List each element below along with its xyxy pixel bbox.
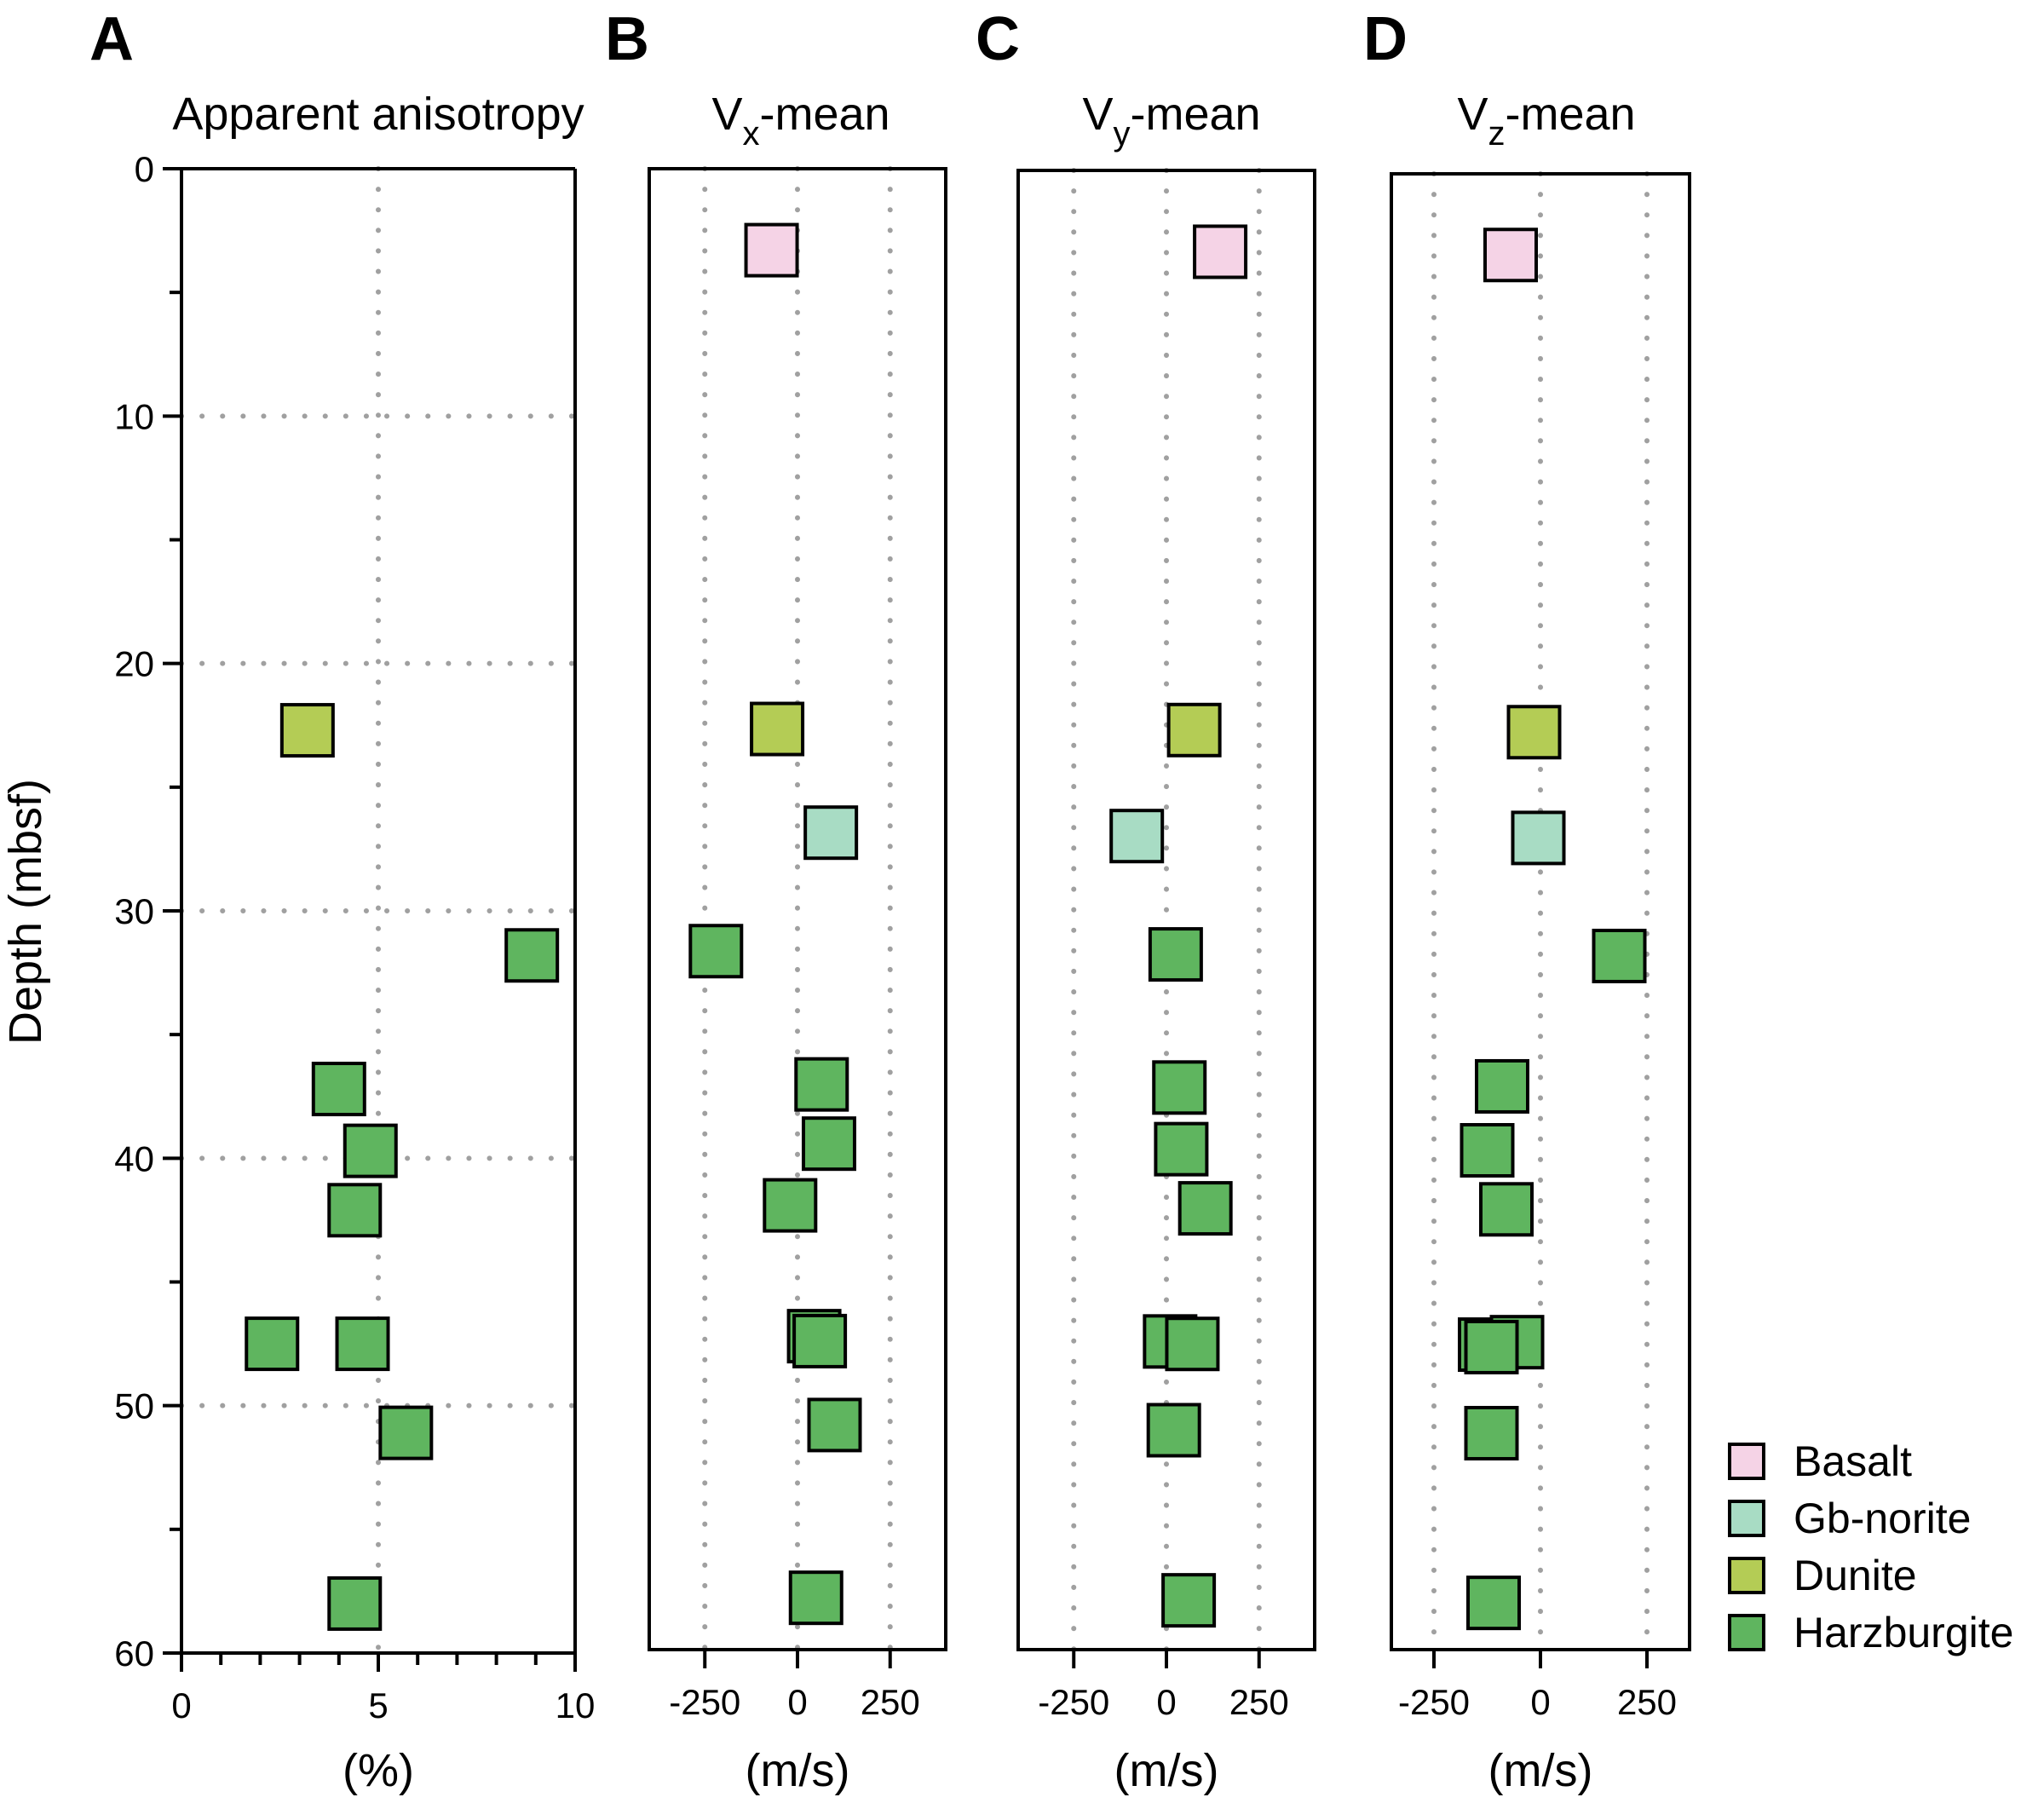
- text-layer: Depth (mbsf) 0 10 20 30 40 50 60 0 5 10 (%) A Appare…: [0, 5, 1677, 1796]
- panel-a-point-harzburgite: [311, 1062, 366, 1117]
- panel-a-title-main: Apparent anisotropy: [172, 89, 584, 140]
- panel-a-point-harzburgite: [504, 928, 560, 983]
- panel-d-point-harzburgite: [1592, 928, 1647, 983]
- y-tick-label: 50: [114, 1386, 154, 1426]
- panel-b-title: Vx-mean: [711, 89, 890, 153]
- panel-c-point-harzburgite: [1154, 1121, 1209, 1177]
- panel-d-point-harzburgite: [1475, 1058, 1529, 1114]
- panel-d-title-tail: -mean: [1505, 89, 1635, 140]
- panel-c-letter: C: [976, 5, 1020, 73]
- panel-c-title: Vy-mean: [1082, 89, 1260, 153]
- panel-b-x-tick-label: -250: [669, 1682, 740, 1722]
- panel-c-point-harzburgite: [1148, 927, 1203, 982]
- panel-a-point-harzburgite: [327, 1575, 383, 1631]
- panel-c-point-harzburgite: [1161, 1573, 1217, 1628]
- panel-b-point-harzburgite: [801, 1116, 856, 1172]
- panel-c-x-tick-label: 250: [1229, 1682, 1289, 1722]
- panel-b-title-tail: -mean: [759, 89, 890, 140]
- panel-b-title-main: V: [711, 89, 742, 140]
- panel-a-point-harzburgite: [245, 1316, 300, 1372]
- panel-a-point-harzburgite: [343, 1123, 398, 1178]
- legend-swatch-gb-norite: [1728, 1500, 1765, 1537]
- panel-a-title: Apparent anisotropy: [172, 89, 584, 140]
- panel-d-point-dunite: [1506, 705, 1562, 760]
- panel-d-title-subscript: z: [1488, 115, 1505, 153]
- panel-b-point-harzburgite: [788, 1570, 844, 1626]
- panel-d-letter: D: [1363, 5, 1408, 73]
- panel-a-x-unit-label: (%): [343, 1745, 414, 1796]
- panel-d-x-tick-label: 0: [1530, 1682, 1550, 1722]
- panel-a-point-harzburgite: [335, 1316, 390, 1372]
- legend: Basalt Gb-norite Dunite Harzburgite: [1728, 1437, 2013, 1656]
- panel-d-point-harzburgite: [1460, 1123, 1515, 1178]
- panel-a-x-tick-label: 10: [556, 1685, 596, 1725]
- legend-label-gb-norite: Gb-norite: [1794, 1495, 1971, 1542]
- panel-b-letter: B: [605, 5, 649, 73]
- panel-c-x-unit-label: (m/s): [1114, 1745, 1219, 1796]
- y-tick-label: 40: [114, 1138, 154, 1178]
- panel-a-letter: A: [89, 5, 134, 73]
- panel-b-point-harzburgite: [794, 1057, 849, 1112]
- panel-c-point-basalt: [1193, 224, 1248, 279]
- panel-b-x-unit-label: (m/s): [746, 1745, 850, 1796]
- panel-c-point-harzburgite: [1146, 1403, 1201, 1458]
- panel-c-x-tick-label: 0: [1156, 1682, 1176, 1722]
- panel-d-title-main: V: [1457, 89, 1488, 140]
- axes-layer: [163, 167, 1691, 1672]
- panel-a-point-harzburgite: [378, 1405, 434, 1460]
- panel-b-point-harzburgite: [688, 924, 744, 979]
- legend-label-harzburgite: Harzburgite: [1794, 1609, 2013, 1656]
- panel-d-x-unit-label: (m/s): [1488, 1745, 1593, 1796]
- panel-c-x-tick-label: -250: [1038, 1682, 1109, 1722]
- legend-swatch-basalt: [1728, 1443, 1765, 1480]
- panel-d-point-harzburgite: [1479, 1182, 1534, 1237]
- panel-c-title-subscript: y: [1113, 115, 1130, 153]
- panel-d-point-harzburgite: [1466, 1575, 1521, 1631]
- panel-c-point-dunite: [1166, 702, 1222, 757]
- panel-b-point-dunite: [750, 701, 805, 757]
- y-tick-label: 60: [114, 1633, 154, 1673]
- panel-d-x-tick-label: -250: [1398, 1682, 1470, 1722]
- panel-d-x-tick-label: 250: [1617, 1682, 1677, 1722]
- panel-d-point-basalt: [1483, 228, 1538, 283]
- panel-c-point-harzburgite: [1177, 1181, 1233, 1236]
- legend-swatch-dunite: [1728, 1557, 1765, 1594]
- panel-c-title-main: V: [1082, 89, 1113, 140]
- legend-label-dunite: Dunite: [1794, 1552, 1917, 1599]
- panel-b-point-basalt: [744, 222, 799, 278]
- panel-b-point-harzburgite: [807, 1397, 862, 1453]
- y-tick-label: 20: [114, 644, 154, 684]
- y-tick-label: 0: [135, 149, 154, 189]
- panel-b-x-tick-label: 0: [787, 1682, 807, 1722]
- panel-c-point-harzburgite: [1165, 1316, 1220, 1372]
- panel-d-point-gb-norite: [1511, 810, 1566, 866]
- panel-b-point-harzburgite: [792, 1313, 848, 1368]
- panel-d-point-harzburgite: [1464, 1319, 1519, 1374]
- panel-b-point-harzburgite: [763, 1178, 818, 1233]
- panel-d-point-harzburgite: [1464, 1405, 1519, 1460]
- panel-b-point-gb-norite: [803, 805, 859, 861]
- y-axis-label: Depth (mbsf): [0, 779, 51, 1045]
- panel-c-point-harzburgite: [1152, 1060, 1207, 1115]
- panel-c-title-tail: -mean: [1130, 89, 1260, 140]
- panel-a-x-tick-label: 0: [171, 1685, 191, 1725]
- panel-a-point-dunite: [279, 703, 335, 758]
- points-layer: [245, 222, 1647, 1631]
- panel-b-x-tick-label: 250: [861, 1682, 920, 1722]
- panel-c-point-gb-norite: [1109, 809, 1165, 864]
- panel-a-x-tick-label: 5: [368, 1685, 388, 1725]
- panel-d-title: Vz-mean: [1457, 89, 1635, 153]
- grid-layer: [179, 166, 1650, 1656]
- y-tick-label: 10: [114, 396, 154, 436]
- panel-a-point-harzburgite: [327, 1183, 383, 1238]
- panel-b-title-subscript: x: [742, 115, 759, 153]
- y-tick-label: 30: [114, 891, 154, 931]
- legend-swatch-harzburgite: [1728, 1614, 1765, 1651]
- legend-label-basalt: Basalt: [1794, 1437, 1912, 1485]
